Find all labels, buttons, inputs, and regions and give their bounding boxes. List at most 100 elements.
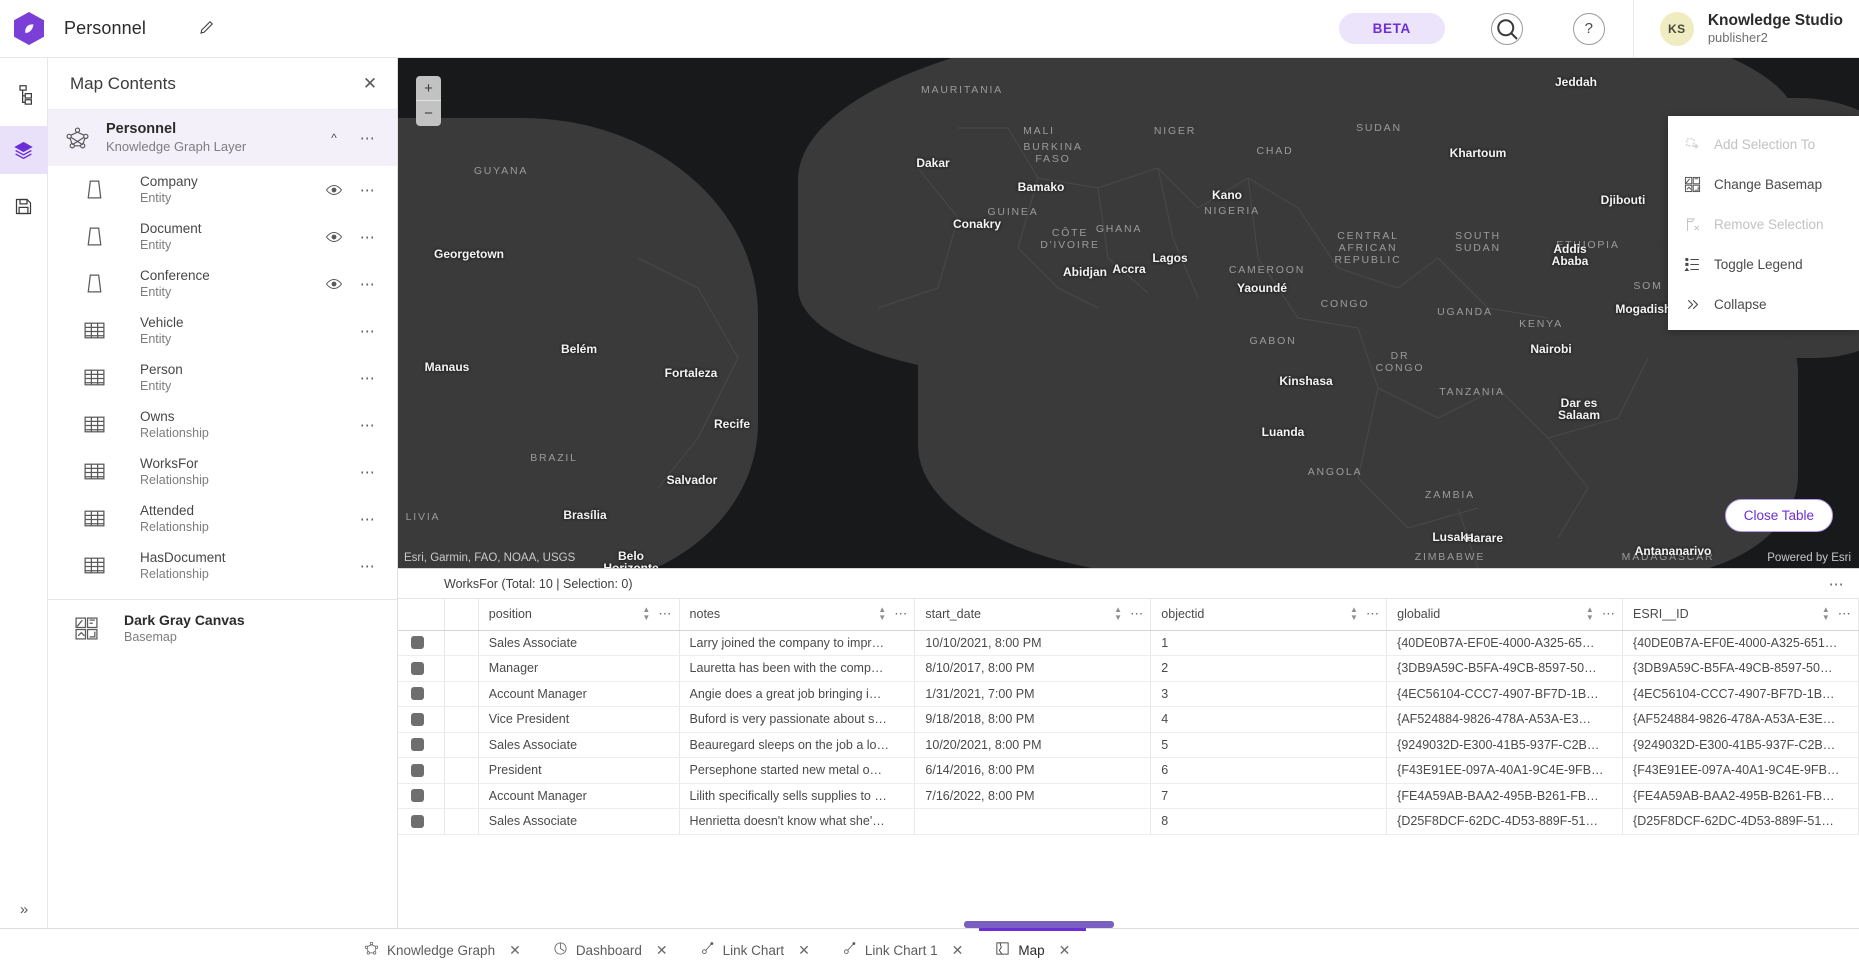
layer-item-attended[interactable]: Attended Relationship ⋯	[48, 495, 397, 542]
user-info[interactable]: Knowledge Studio publisher2	[1708, 11, 1843, 47]
table-row[interactable]: Vice President Buford is very passionate …	[398, 706, 1859, 733]
scrollbar-thumb[interactable]	[964, 921, 1114, 928]
column-header-position[interactable]: position ▲ ▼ ⋯	[478, 599, 680, 631]
tab-close-icon[interactable]: ✕	[1058, 941, 1071, 958]
row-select-cell[interactable]	[398, 681, 445, 707]
layer-root-personnel[interactable]: Personnel Knowledge Graph Layer ^ ⋯	[48, 110, 397, 166]
tab-map[interactable]: Map ✕	[979, 928, 1087, 969]
table-row[interactable]: Sales Associate Henrietta doesn't know wh…	[398, 808, 1859, 835]
layer-item-more-icon[interactable]: ⋯	[359, 322, 377, 340]
layer-item-more-icon[interactable]: ⋯	[359, 275, 377, 293]
hierarchy-icon[interactable]	[0, 70, 48, 118]
close-icon[interactable]: ✕	[362, 73, 378, 93]
tab-link-chart[interactable]: Link Chart ✕	[684, 928, 826, 969]
help-icon[interactable]: ?	[1572, 12, 1605, 45]
table-row[interactable]: Account Manager Lilith specifically sells…	[398, 783, 1859, 809]
layer-item-hasdocument[interactable]: HasDocument Relationship ⋯	[48, 542, 397, 589]
visibility-eye-icon[interactable]	[317, 228, 351, 246]
table-options-icon[interactable]: ⋯	[1828, 575, 1845, 593]
layer-item-more-icon[interactable]: ⋯	[359, 416, 377, 434]
layer-item-owns[interactable]: Owns Relationship ⋯	[48, 401, 397, 448]
tab-close-icon[interactable]: ✕	[655, 941, 668, 958]
layer-item-more-icon[interactable]: ⋯	[359, 557, 377, 575]
column-header-start_date[interactable]: start_date ▲ ▼ ⋯	[914, 599, 1152, 631]
visibility-eye-icon[interactable]	[317, 275, 351, 293]
table-row[interactable]: President Persephone started new metal o……	[398, 757, 1859, 784]
tab-close-icon[interactable]: ✕	[509, 941, 521, 958]
layer-item-conference[interactable]: Conference Entity ⋯	[48, 260, 397, 307]
row-select-cell[interactable]	[398, 808, 445, 835]
layer-item-more-icon[interactable]: ⋯	[359, 228, 377, 246]
row-checkbox[interactable]	[411, 712, 424, 726]
app-logo[interactable]	[0, 12, 58, 45]
row-select-cell[interactable]	[398, 757, 445, 784]
layer-item-document[interactable]: Document Entity ⋯	[48, 213, 397, 260]
row-checkbox[interactable]	[411, 789, 424, 803]
horizontal-scrollbar[interactable]	[444, 921, 1859, 928]
layers-icon[interactable]	[0, 126, 48, 174]
row-checkbox[interactable]	[411, 687, 424, 701]
column-menu-icon[interactable]: ⋯	[658, 606, 673, 622]
avatar[interactable]: KS	[1659, 11, 1694, 46]
expand-rail-icon[interactable]: »	[19, 901, 29, 918]
row-checkbox[interactable]	[411, 738, 424, 752]
tab-dashboard[interactable]: Dashboard ✕	[537, 928, 684, 969]
layer-item-more-icon[interactable]: ⋯	[359, 463, 377, 481]
visibility-eye-icon[interactable]	[317, 181, 351, 199]
layer-item-person[interactable]: Person Entity ⋯	[48, 354, 397, 401]
context-menu-item-collapse[interactable]: Collapse	[1668, 284, 1859, 324]
table-row[interactable]: Manager Lauretta has been with the comp… 8…	[398, 655, 1859, 682]
tab-knowledge-graph[interactable]: Knowledge Graph ✕	[348, 928, 537, 969]
column-header-globalid[interactable]: globalid ▲ ▼ ⋯	[1386, 599, 1624, 631]
column-sort-icon[interactable]: ▲ ▼	[878, 605, 887, 623]
row-checkbox[interactable]	[411, 661, 424, 675]
column-menu-icon[interactable]: ⋯	[1365, 606, 1381, 622]
column-menu-icon[interactable]: ⋯	[1837, 606, 1852, 622]
close-table-button[interactable]: Close Table	[1724, 499, 1833, 532]
row-select-cell[interactable]	[398, 630, 445, 656]
tab-link-chart-1[interactable]: Link Chart 1 ✕	[826, 928, 980, 969]
context-menu-item-change-basemap[interactable]: Change Basemap	[1668, 164, 1859, 204]
layer-item-more-icon[interactable]: ⋯	[359, 369, 377, 387]
zoom-out-button[interactable]: −	[424, 105, 433, 122]
context-menu-item-toggle-legend[interactable]: Toggle Legend	[1668, 244, 1859, 284]
layer-item-worksfor[interactable]: WorksFor Relationship ⋯	[48, 448, 397, 495]
zoom-in-button[interactable]: +	[416, 76, 441, 101]
layer-item-more-icon[interactable]: ⋯	[359, 510, 377, 528]
column-sort-icon[interactable]: ▲ ▼	[642, 605, 651, 623]
pencil-icon[interactable]	[198, 18, 220, 40]
table-row[interactable]: Sales Associate Larry joined the company …	[398, 630, 1859, 656]
row-select-cell[interactable]	[398, 706, 445, 733]
tab-close-icon[interactable]: ✕	[798, 941, 810, 958]
search-icon[interactable]	[1490, 12, 1523, 45]
column-menu-icon[interactable]: ⋯	[1601, 606, 1617, 622]
column-sort-icon[interactable]: ▲ ▼	[1585, 605, 1594, 623]
map-canvas[interactable]: MAURITANIA MALI NIGER CHAD SUDAN BURKINA FASO G…	[398, 58, 1859, 568]
row-select-cell[interactable]	[398, 783, 445, 809]
column-header-objectid[interactable]: objectid ▲ ▼ ⋯	[1150, 599, 1388, 631]
layer-item-vehicle[interactable]: Vehicle Entity ⋯	[48, 307, 397, 354]
table-row[interactable]: Account Manager Angie does a great job br…	[398, 681, 1859, 707]
row-select-cell[interactable]	[398, 732, 445, 758]
column-header-notes[interactable]: notes ▲ ▼ ⋯	[679, 599, 916, 631]
beta-badge[interactable]: BETA	[1338, 13, 1445, 44]
tab-close-icon[interactable]: ✕	[951, 941, 964, 958]
column-menu-icon[interactable]: ⋯	[1130, 606, 1145, 622]
column-header-esri__id[interactable]: ESRI__ID ▲ ▼ ⋯	[1622, 599, 1859, 631]
column-sort-icon[interactable]: ▲ ▼	[1114, 605, 1123, 623]
row-checkbox[interactable]	[411, 636, 424, 650]
row-checkbox[interactable]	[411, 814, 424, 828]
layer-item-more-icon[interactable]: ⋯	[359, 181, 377, 199]
layer-root-more-icon[interactable]: ⋯	[359, 130, 377, 147]
column-sort-icon[interactable]: ▲ ▼	[1821, 605, 1830, 623]
save-icon[interactable]	[0, 182, 48, 230]
column-menu-icon[interactable]: ⋯	[894, 606, 909, 622]
layer-item-company[interactable]: Company Entity ⋯	[48, 166, 397, 213]
column-sort-icon[interactable]: ▲ ▼	[1350, 605, 1358, 623]
table-row[interactable]: Sales Associate Beauregard sleeps on the …	[398, 732, 1859, 758]
row-select-cell[interactable]	[398, 655, 445, 682]
basemap-row[interactable]: Dark Gray Canvas Basemap	[48, 600, 397, 656]
attribute-grid[interactable]: position ▲ ▼ ⋯ notes ▲ ▼ ⋯ start_date ▲ ▼ ⋯ objectid…	[398, 599, 1859, 928]
row-checkbox[interactable]	[411, 763, 424, 777]
chevron-up-icon[interactable]: ^	[331, 131, 337, 145]
